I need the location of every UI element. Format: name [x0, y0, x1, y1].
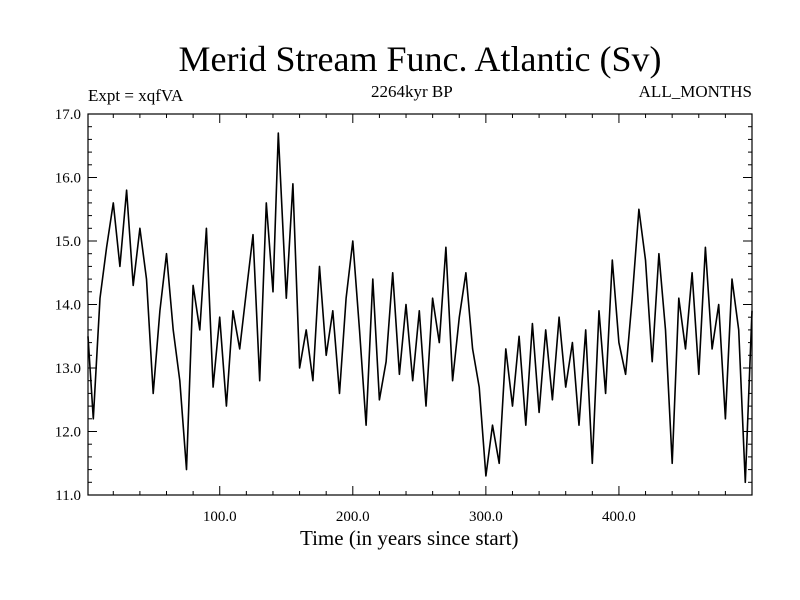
tick-labels: 11.0 12.0 13.0 14.0 15.0 16.0 17.0 100.0 200.0 30…: [55, 107, 636, 525]
series-line: [87, 132, 753, 484]
season-label: ALL_MONTHS: [638, 82, 752, 101]
y-tick-label: 15.0: [55, 234, 81, 250]
y-tick-label: 17.0: [55, 107, 81, 123]
x-axis-label: Time (in years since start): [300, 526, 519, 550]
y-tick-label: 14.0: [55, 298, 81, 314]
period-label: 2264kyr BP: [371, 82, 453, 101]
y-tick-label: 12.0: [55, 425, 81, 441]
y-tick-label: 11.0: [55, 488, 81, 504]
experiment-label: Expt = xqfVA: [88, 86, 184, 105]
x-tick-label: 300.0: [469, 509, 503, 525]
y-tick-label: 16.0: [55, 171, 81, 187]
x-tick-label: 100.0: [203, 509, 237, 525]
plot-frame: [87, 113, 753, 496]
chart-title: Merid Stream Func. Atlantic (Sv): [178, 39, 662, 79]
x-tick-label: 400.0: [602, 509, 636, 525]
x-tick-label: 200.0: [336, 509, 370, 525]
y-tick-label: 13.0: [55, 361, 81, 377]
